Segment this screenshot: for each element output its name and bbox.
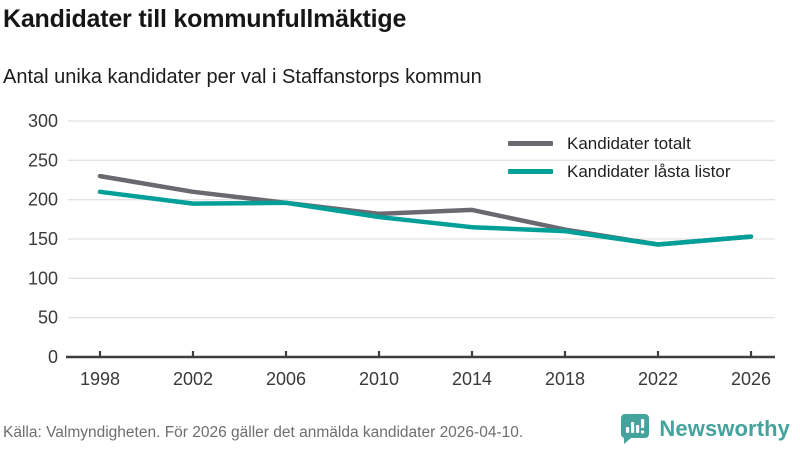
y-tick-label: 200: [28, 190, 58, 210]
legend-label: Kandidater låsta listor: [567, 161, 731, 181]
footer: Källa: Valmyndigheten. För 2026 gäller d…: [0, 414, 800, 450]
y-tick-label: 250: [28, 150, 58, 170]
x-tick-label: 2026: [731, 369, 771, 389]
y-tick-label: 100: [28, 268, 58, 288]
series-line-kandidater-totalt: [97, 173, 754, 247]
page-title: Kandidater till kommunfullmäktige: [3, 5, 407, 33]
y-tick-label: 50: [38, 308, 58, 328]
x-tick-label: 2002: [173, 369, 213, 389]
legend-swatch-gray: [508, 141, 553, 146]
legend-item-lasta-listor: Kandidater låsta listor: [508, 162, 730, 181]
chart-legend: Kandidater totalt Kandidater låsta listo…: [508, 134, 730, 181]
x-tick-label: 2022: [638, 369, 678, 389]
y-tick-label: 0: [48, 347, 58, 367]
chart-subtitle: Antal unika kandidater per val i Staffan…: [3, 66, 482, 88]
newsworthy-logo: Newsworthy: [618, 412, 790, 445]
y-tick-label: 300: [28, 111, 58, 131]
x-tick-label: 2018: [545, 369, 585, 389]
legend-label: Kandidater totalt: [567, 133, 691, 153]
legend-item-totalt: Kandidater totalt: [508, 134, 730, 153]
x-tick-label: 2010: [359, 369, 399, 389]
x-tick-label: 2006: [266, 369, 306, 389]
legend-swatch-teal: [508, 169, 553, 174]
brand-name: Newsworthy: [659, 415, 790, 441]
series-line-kandidater-l-sta-listor: [97, 189, 754, 247]
x-tick-label: 2014: [452, 369, 492, 389]
source-note: Källa: Valmyndigheten. För 2026 gäller d…: [3, 424, 524, 441]
x-tick-label: 1998: [80, 369, 120, 389]
y-tick-label: 150: [28, 229, 58, 249]
bar-chart-speech-bubble-icon: [621, 414, 650, 444]
